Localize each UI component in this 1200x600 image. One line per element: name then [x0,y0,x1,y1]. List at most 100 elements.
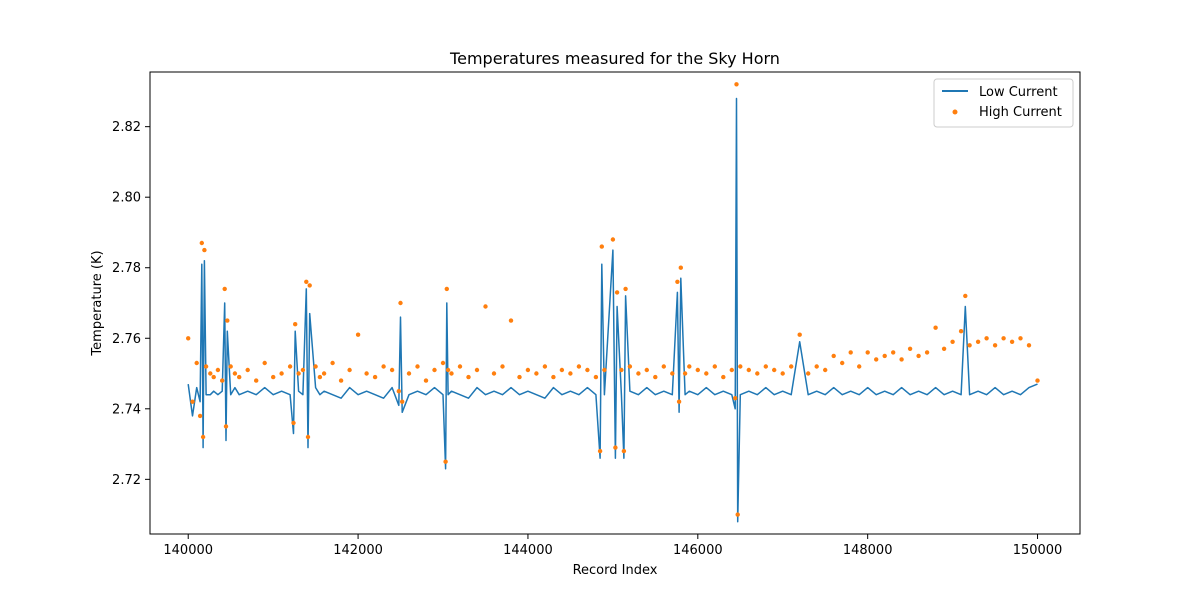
data-point-high-current [614,290,620,295]
data-point-high-current [525,367,531,373]
data-point-high-current [823,367,828,373]
data-point-high-current [857,364,862,369]
data-point-high-current [443,459,448,464]
data-point-high-current [738,364,743,369]
data-point-high-current [355,332,361,337]
chart-title: Temperatures measured for the Sky Horn [449,49,780,68]
data-point-high-current [924,350,930,355]
data-point-high-current [613,445,618,450]
data-point-high-current [735,512,740,517]
data-point-high-current [746,367,751,373]
data-point-high-current [199,240,204,246]
data-point-high-current [254,378,259,383]
data-point-high-current [992,343,998,348]
data-point-high-current [593,374,599,380]
data-point-high-current [704,371,709,376]
data-point-high-current [291,420,296,426]
data-point-high-current [203,364,209,369]
data-point-high-current [338,378,344,383]
data-point-high-current [398,300,403,306]
data-point-high-current [296,371,301,376]
y-tick-label: 2.76 [112,332,141,347]
data-point-high-current [619,367,624,373]
data-point-high-current [381,364,386,369]
data-point-high-current [208,371,213,376]
data-point-high-current [1018,336,1023,341]
data-point-high-current [797,332,802,337]
data-point-high-current [271,374,276,380]
data-point-high-current [1009,339,1015,344]
x-tick-label: 142000 [333,543,383,558]
data-point-high-current [806,371,811,376]
legend-label-high-current: High Current [979,105,1062,120]
data-point-high-current [262,360,267,366]
data-point-high-current [967,343,972,348]
data-point-high-current [678,265,683,270]
x-tick-label: 150000 [1013,543,1063,558]
data-point-high-current [211,374,216,380]
data-point-high-current [1026,343,1032,348]
y-tick-label: 2.80 [112,191,141,206]
data-point-high-current [840,360,845,366]
data-point-high-current [789,364,794,369]
data-point-high-current [676,399,682,404]
data-point-high-current [1035,378,1040,383]
data-point-high-current [317,374,323,380]
data-point-high-current [245,367,250,373]
data-point-high-current [933,325,938,330]
data-point-high-current [202,247,207,253]
y-tick-label: 2.72 [112,473,141,488]
data-point-high-current [423,378,429,383]
data-point-high-current [200,434,206,440]
data-point-high-current [228,364,233,369]
y-tick-label: 2.78 [112,261,141,276]
data-point-high-current [330,360,335,366]
data-point-high-current [559,367,565,373]
data-point-high-current [304,279,309,284]
data-point-high-current [585,367,590,373]
x-tick-label: 148000 [843,543,893,558]
data-point-high-current [958,329,964,334]
data-point-high-current [517,374,522,380]
data-point-high-current [661,364,666,369]
data-point-high-current [279,371,284,376]
data-point-high-current [916,353,921,359]
data-point-high-current [232,371,238,376]
data-point-high-current [406,371,412,376]
data-point-high-current [963,293,968,299]
data-point-high-current [321,371,327,376]
data-point-high-current [444,286,449,292]
data-point-high-current [347,367,352,373]
data-point-high-current [653,374,658,380]
data-point-high-current [307,283,312,288]
data-point-high-current [225,318,230,323]
data-point-high-current [721,374,726,380]
x-tick-label: 144000 [503,543,553,558]
data-point-high-current [568,371,573,376]
data-point-high-current [627,364,633,369]
data-point-high-current [975,339,981,344]
data-point-high-current [865,350,870,355]
data-point-high-current [300,367,306,373]
data-point-high-current [848,350,853,355]
data-point-high-current [389,367,395,373]
data-point-high-current [831,353,836,359]
data-point-high-current [449,371,454,376]
data-point-high-current [602,367,607,373]
data-point-high-current [445,367,451,373]
series-line-low-current [187,97,1038,523]
legend: Low Current High Current [933,78,1074,128]
data-point-high-current [305,434,311,440]
data-point-high-current [675,279,680,284]
data-point-high-current [457,364,463,369]
data-point-high-current [882,353,887,359]
data-point-high-current [313,364,318,369]
y-tick-label: 2.82 [112,120,141,135]
data-point-high-current [780,371,785,376]
data-point-high-current [491,371,497,376]
data-point-high-current [194,360,199,366]
data-point-high-current [644,367,649,373]
data-point-high-current [190,399,195,404]
data-point-high-current [287,364,293,369]
